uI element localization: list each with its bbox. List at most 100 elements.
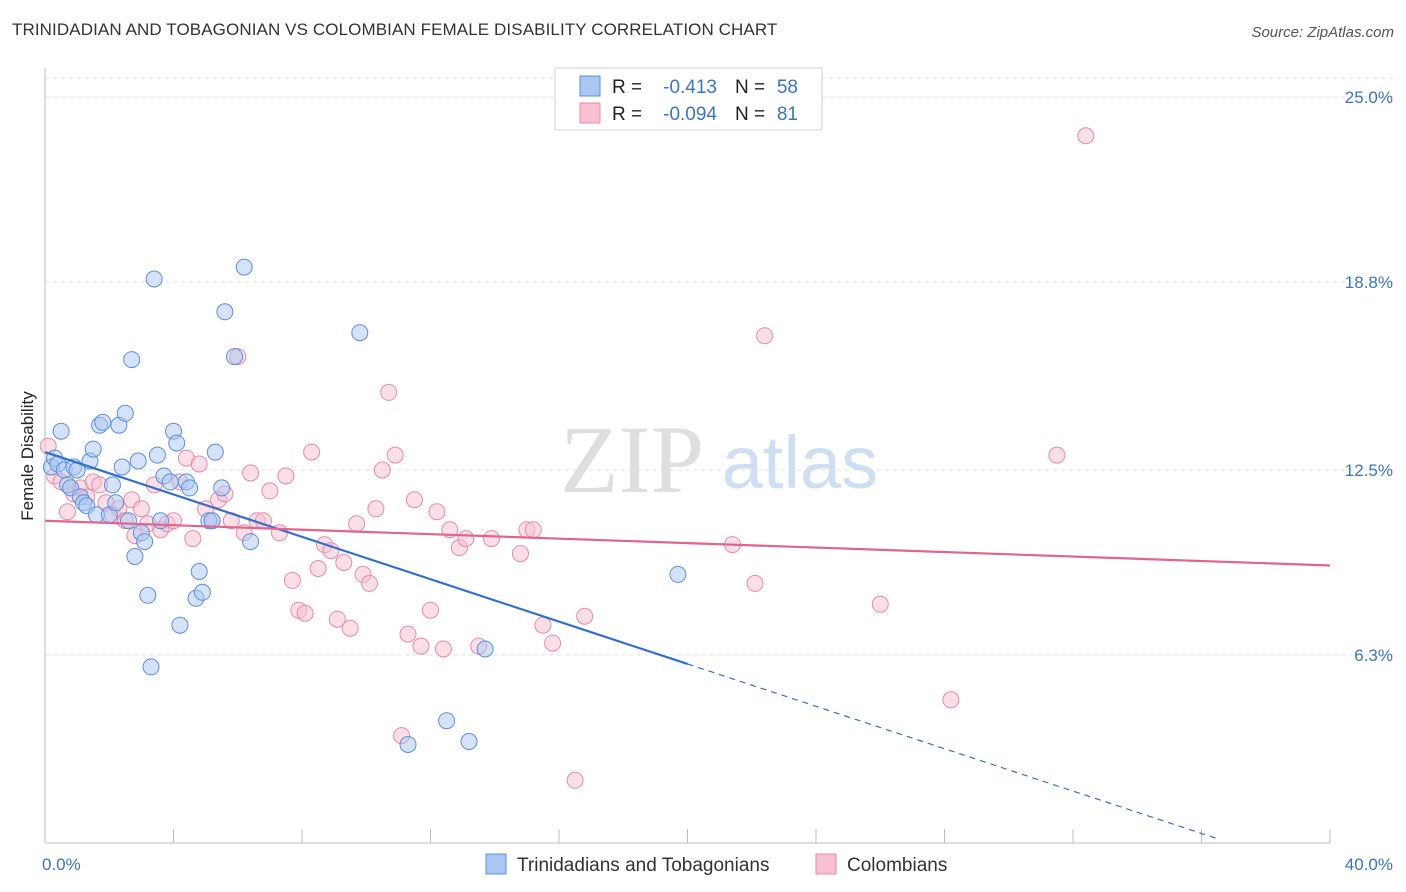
trend-line-colombian	[44, 519, 1331, 567]
point-colombian	[277, 467, 295, 485]
point-colombian	[871, 595, 889, 613]
legend-swatch-pink	[579, 102, 601, 124]
y-tick-labels: 25.0% 18.8% 12.5% 6.3%	[1345, 88, 1393, 665]
point-colombian	[1048, 446, 1066, 464]
y-tick-label: 12.5%	[1345, 461, 1393, 480]
series-trinidadians	[42, 258, 687, 753]
point-trinidadian	[460, 733, 478, 750]
legend-n-label-2: N =	[735, 104, 765, 125]
trend-line-trinidadian-extension	[687, 663, 1218, 840]
point-colombian	[296, 604, 314, 622]
point-colombian	[399, 625, 417, 643]
point-colombian	[405, 491, 423, 509]
point-colombian	[367, 500, 385, 518]
bottom-legend-swatch-pink	[815, 853, 837, 875]
point-trinidadian	[171, 616, 189, 634]
point-trinidadian	[216, 303, 234, 321]
point-colombian	[348, 515, 366, 533]
point-trinidadian	[438, 712, 456, 730]
point-trinidadian	[206, 443, 224, 461]
point-colombian	[428, 503, 446, 521]
point-trinidadian	[84, 440, 102, 458]
point-colombian	[59, 503, 76, 521]
point-colombian	[512, 545, 529, 563]
point-trinidadian	[94, 413, 112, 431]
trend-lines	[44, 451, 1331, 840]
point-colombian	[1077, 127, 1095, 145]
point-trinidadian	[129, 452, 147, 470]
legend-n-value-1: 58	[777, 77, 798, 98]
point-colombian	[566, 771, 584, 789]
point-trinidadian	[107, 494, 125, 512]
point-trinidadian	[168, 434, 186, 452]
y-tick-label: 6.3%	[1354, 646, 1393, 665]
point-colombian	[756, 327, 774, 345]
point-colombian	[422, 601, 439, 619]
source-label: Source: ZipAtlas.com	[1251, 24, 1394, 41]
point-colombian	[341, 619, 359, 637]
x-tick-label-right: 40.0%	[1345, 855, 1393, 874]
point-trinidadian	[152, 512, 170, 530]
bottom-legend: Trinidadians and Tobagonians Colombians	[485, 853, 947, 876]
point-colombian	[242, 464, 260, 482]
legend-r-label-2: R =	[612, 104, 642, 125]
axes	[44, 68, 1331, 844]
legend-r-value-1: -0.413	[663, 77, 717, 98]
point-colombian	[544, 634, 562, 652]
point-colombian	[534, 616, 552, 634]
point-colombian	[412, 637, 430, 655]
point-trinidadian	[242, 533, 260, 551]
point-trinidadian	[116, 404, 134, 422]
point-trinidadian	[113, 458, 131, 476]
point-colombian	[434, 640, 452, 658]
point-colombian	[746, 574, 764, 592]
point-colombian	[303, 443, 321, 461]
legend-r-label-1: R =	[612, 77, 642, 98]
point-trinidadian	[235, 258, 253, 276]
point-colombian	[942, 691, 960, 709]
chart-title: TRINIDADIAN AND TOBAGONIAN VS COLOMBIAN …	[12, 20, 778, 39]
point-colombian	[386, 446, 404, 464]
point-trinidadian	[123, 351, 141, 369]
watermark-zip: ZIP	[560, 406, 704, 513]
point-colombian	[309, 560, 327, 577]
point-trinidadian	[399, 736, 417, 753]
point-colombian	[524, 521, 542, 539]
point-trinidadian	[142, 658, 160, 676]
point-trinidadian	[181, 479, 199, 497]
point-trinidadian	[351, 324, 369, 342]
point-colombian	[190, 455, 208, 473]
point-colombian	[184, 530, 202, 548]
y-tick-label: 25.0%	[1345, 88, 1393, 107]
point-colombian	[132, 500, 150, 518]
point-colombian	[361, 574, 378, 592]
watermark-atlas: atlas	[722, 421, 878, 504]
point-trinidadian	[104, 476, 121, 494]
x-tick-label-left: 0.0%	[42, 855, 81, 874]
point-trinidadian	[161, 473, 179, 491]
point-colombian	[483, 530, 500, 548]
trend-line-trinidadian	[44, 451, 688, 666]
point-trinidadian	[126, 548, 144, 565]
point-colombian	[335, 554, 353, 571]
point-trinidadian	[136, 533, 154, 551]
point-colombian	[373, 461, 391, 479]
point-colombian	[457, 530, 475, 548]
point-trinidadian	[226, 348, 243, 366]
legend-n-value-2: 81	[777, 104, 798, 125]
bottom-legend-label-blue: Trinidadians and Tobagonians	[517, 855, 769, 876]
point-colombian	[283, 571, 301, 589]
point-colombian	[576, 607, 594, 625]
point-trinidadian	[120, 512, 137, 530]
point-colombian	[380, 383, 398, 401]
y-tick-label: 18.8%	[1345, 273, 1393, 292]
bottom-legend-label-pink: Colombians	[847, 855, 947, 876]
legend-n-label-1: N =	[735, 77, 765, 98]
point-trinidadian	[145, 270, 163, 288]
point-trinidadian	[203, 512, 221, 530]
point-trinidadian	[193, 583, 211, 601]
point-trinidadian	[213, 479, 231, 497]
point-colombian	[328, 610, 346, 628]
gridlines	[45, 77, 1393, 656]
point-trinidadian	[52, 422, 70, 440]
